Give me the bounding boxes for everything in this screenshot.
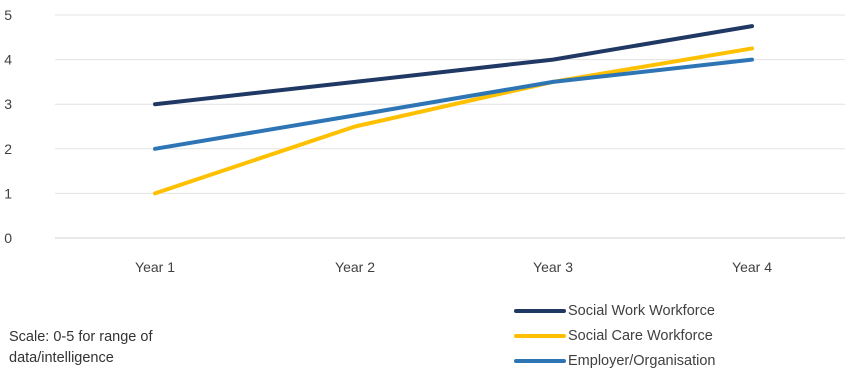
- x-axis: Year 1 Year 2 Year 3 Year 4: [135, 259, 772, 275]
- gridlines: [55, 14, 845, 239]
- legend-label-employer: Employer/Organisation: [568, 352, 716, 369]
- y-tick-label: 0: [4, 230, 12, 246]
- legend-swatch-social-care: [514, 333, 566, 338]
- legend: Social Work Workforce Social Care Workfo…: [514, 298, 716, 373]
- legend-item-social-work: Social Work Workforce: [514, 298, 716, 323]
- x-tick-label: Year 2: [335, 259, 375, 275]
- y-tick-label: 1: [4, 185, 12, 201]
- x-tick-label: Year 3: [533, 259, 573, 275]
- series-line-0: [153, 24, 754, 107]
- legend-item-social-care: Social Care Workforce: [514, 323, 716, 348]
- legend-label-social-work: Social Work Workforce: [568, 302, 715, 319]
- series-line-2: [153, 57, 754, 151]
- x-tick-label: Year 4: [732, 259, 772, 275]
- scale-note-line-1: Scale: 0-5 for range of: [9, 329, 153, 345]
- legend-item-employer: Employer/Organisation: [514, 348, 716, 373]
- y-tick-label: 3: [4, 96, 12, 112]
- legend-swatch-social-work: [514, 308, 566, 313]
- legend-swatch-employer: [514, 358, 566, 363]
- scale-note: Scale: 0-5 for range of data/intelligenc…: [9, 327, 249, 369]
- y-axis: 0 1 2 3 4 5: [4, 7, 12, 246]
- series-line-1: [153, 46, 754, 196]
- x-tick-label: Year 1: [135, 259, 175, 275]
- scale-note-line-2: data/intelligence: [9, 350, 114, 366]
- legend-label-social-care: Social Care Workforce: [568, 327, 713, 344]
- y-tick-label: 4: [4, 52, 12, 68]
- y-tick-label: 5: [4, 7, 12, 23]
- y-tick-label: 2: [4, 141, 12, 157]
- series-lines: [153, 24, 754, 196]
